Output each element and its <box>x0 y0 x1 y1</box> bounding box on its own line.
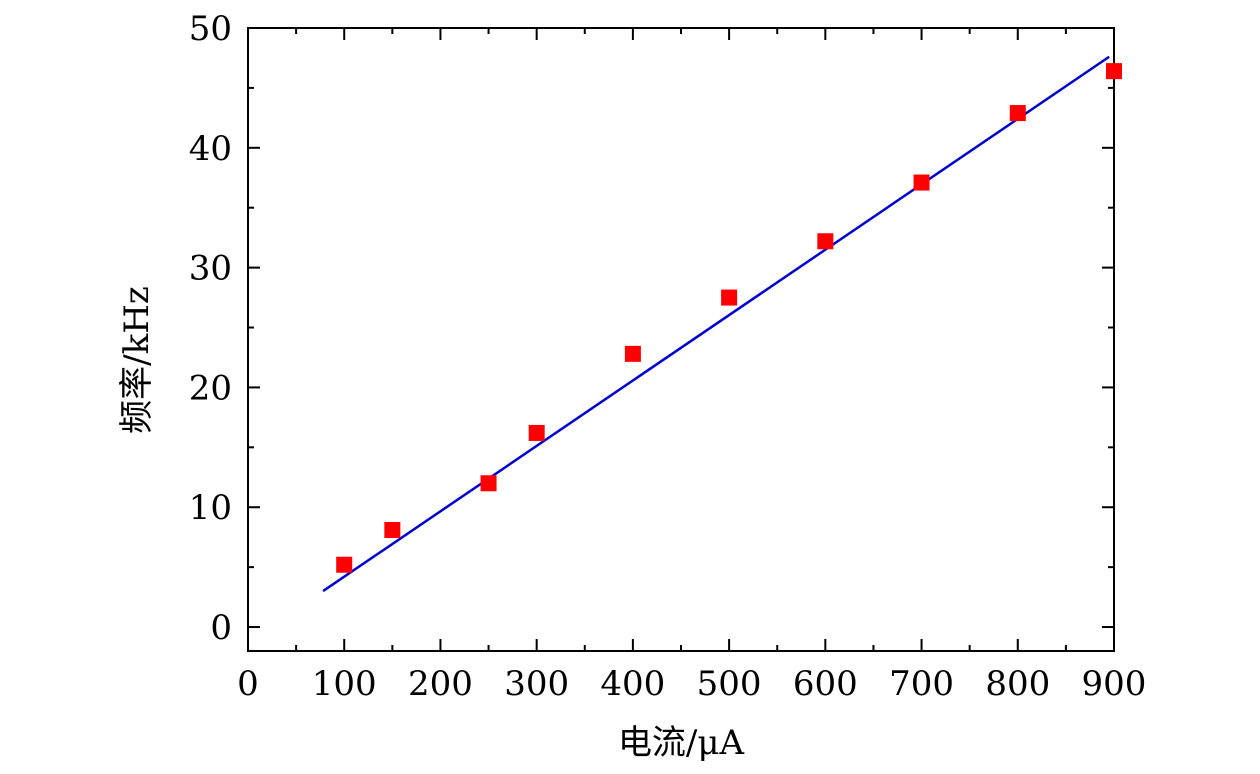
x-tick-label: 200 <box>408 664 473 704</box>
data-point <box>1009 105 1026 122</box>
x-tick-label: 300 <box>504 664 569 704</box>
y-tick-label: 0 <box>210 608 232 648</box>
data-point <box>721 289 738 306</box>
data-point <box>913 174 930 191</box>
y-tick-label: 40 <box>189 129 232 169</box>
y-tick-label: 10 <box>189 488 232 528</box>
x-tick-label: 0 <box>237 664 259 704</box>
y-tick-label: 30 <box>189 249 232 289</box>
data-point <box>528 424 545 441</box>
data-point <box>384 521 401 538</box>
x-axis-title: 电流/μA <box>618 723 745 763</box>
data-point <box>480 475 497 492</box>
x-tick-label: 600 <box>793 664 858 704</box>
y-tick-label: 50 <box>189 9 232 49</box>
data-point <box>1106 63 1122 80</box>
x-tick-label: 700 <box>889 664 954 704</box>
data-point <box>817 233 834 250</box>
y-tick-label: 20 <box>189 368 232 408</box>
x-tick-label: 800 <box>985 664 1050 704</box>
x-tick-label: 400 <box>600 664 665 704</box>
axis-tick-labels: 0 100 200 300 400 500 600 700 800 900 0 10 20 30 40 50 <box>189 9 1147 704</box>
data-point <box>624 345 641 362</box>
y-axis-title: 频率/kHz <box>117 286 157 434</box>
data-point <box>336 556 353 573</box>
x-tick-label: 900 <box>1082 664 1147 704</box>
fit-line-group <box>322 55 1110 593</box>
plot-frame <box>247 27 1115 652</box>
data-points <box>336 63 1122 573</box>
axis-ticks <box>247 27 1115 651</box>
x-tick-label: 500 <box>697 664 762 704</box>
x-tick-label: 100 <box>312 664 377 704</box>
fit-line <box>322 55 1110 593</box>
